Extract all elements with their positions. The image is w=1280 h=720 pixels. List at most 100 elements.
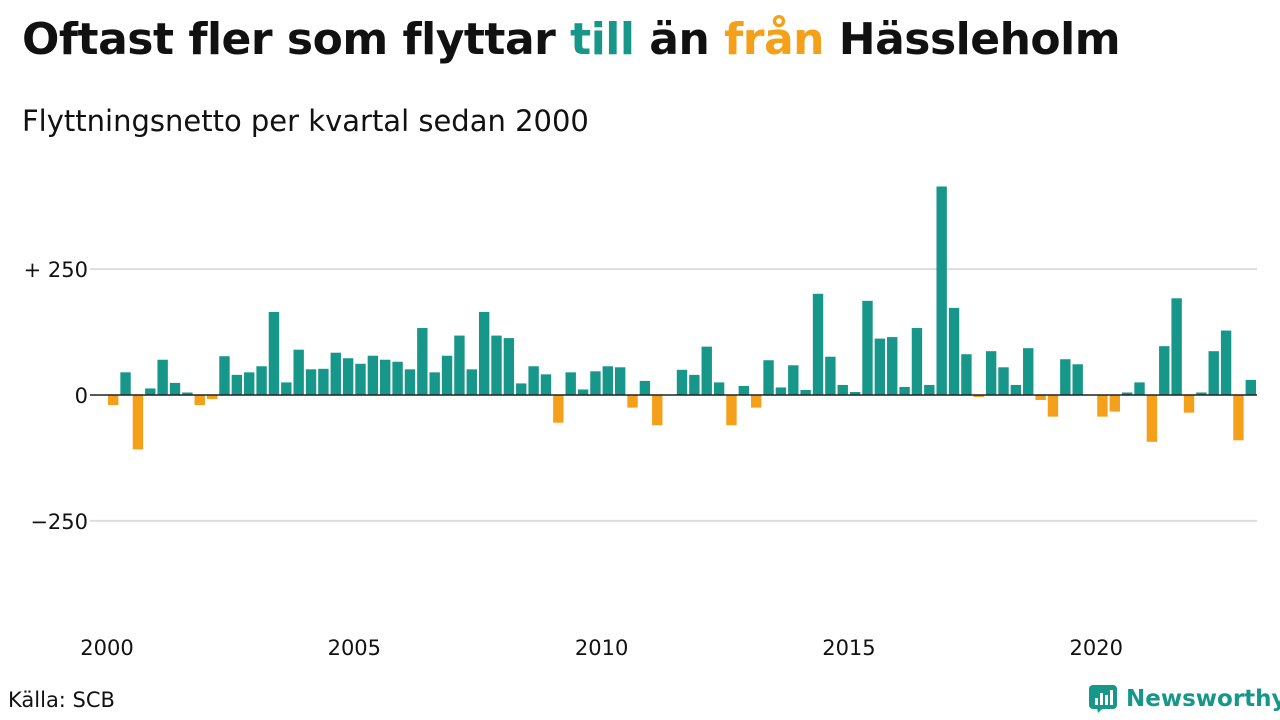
bar-2022-q1 xyxy=(1196,392,1207,395)
bar-2021-q1 xyxy=(1146,395,1158,442)
bar-2013-q2 xyxy=(763,360,774,395)
bar-2007-q4 xyxy=(491,335,502,395)
bar-2009-q2 xyxy=(565,372,576,395)
y-tick-label: + 250 xyxy=(24,258,88,282)
bar-2000-q3 xyxy=(132,395,144,450)
bar-2010-q3 xyxy=(627,395,638,408)
bar-2000-q4 xyxy=(145,388,156,395)
bar-2007-q1 xyxy=(454,335,465,395)
bar-2016-q2 xyxy=(911,328,923,395)
bar-2019-q2 xyxy=(1060,359,1071,395)
brand-logo[interactable]: Newsworthy xyxy=(1088,684,1280,714)
bar-2006-q2 xyxy=(417,328,428,395)
bar-2021-q3 xyxy=(1171,298,1182,395)
bar-2008-q2 xyxy=(516,383,527,395)
bar-2012-q2 xyxy=(713,382,725,395)
bar-2017-q3 xyxy=(973,395,984,398)
bar-2001-q3 xyxy=(182,392,193,395)
bar-2011-q3 xyxy=(676,369,688,395)
x-tick-label: 2020 xyxy=(1070,636,1123,660)
bar-2018-q4 xyxy=(1035,395,1046,401)
title-highlight-till: till xyxy=(570,14,635,65)
bar-2013-q3 xyxy=(775,387,787,395)
bar-2020-q4 xyxy=(1134,382,1145,395)
title-highlight-fran: från xyxy=(724,14,824,65)
bar-2001-q2 xyxy=(169,382,181,395)
bar-2018-q1 xyxy=(998,367,1009,395)
bars xyxy=(107,186,1257,450)
newsworthy-logo-icon xyxy=(1089,685,1117,713)
bar-2023-q1 xyxy=(1245,379,1257,395)
bar-2020-q3 xyxy=(1121,392,1133,395)
bar-2010-q4 xyxy=(639,380,651,395)
bar-2002-q4 xyxy=(244,372,255,395)
bar-2000-q2 xyxy=(120,372,131,395)
bar-2001-q4 xyxy=(194,395,205,406)
title-part-2: än xyxy=(634,14,725,65)
bar-chart: + 250 0 −250 2000 2005 2010 2015 2020 xyxy=(24,186,1257,660)
y-tick-label: 0 xyxy=(75,384,88,408)
bar-2009-q3 xyxy=(577,389,589,395)
source-label: Källa: SCB xyxy=(8,688,115,712)
x-tick-label: 2015 xyxy=(822,636,875,660)
bar-2013-q4 xyxy=(788,365,799,395)
bar-2002-q1 xyxy=(206,395,218,400)
bar-2010-q1 xyxy=(602,366,613,395)
bar-2010-q2 xyxy=(614,367,626,395)
bar-2019-q3 xyxy=(1072,364,1083,395)
x-tick-label: 2000 xyxy=(80,636,133,660)
bar-2008-q4 xyxy=(540,374,552,395)
bar-2002-q3 xyxy=(231,374,243,395)
bar-2000-q1 xyxy=(107,395,119,406)
bar-2005-q4 xyxy=(392,361,403,395)
bar-2008-q3 xyxy=(528,366,539,395)
bar-2004-q4 xyxy=(342,358,354,395)
bar-2017-q4 xyxy=(985,351,997,395)
chart-subtitle: Flyttningsnetto per kvartal sedan 2000 xyxy=(22,104,589,138)
bar-2016-q3 xyxy=(924,384,935,395)
bar-2006-q1 xyxy=(404,369,416,395)
bar-2012-q4 xyxy=(738,385,750,395)
bar-2018-q3 xyxy=(1023,348,1034,395)
bar-2013-q1 xyxy=(751,395,762,408)
bar-2014-q4 xyxy=(837,384,848,395)
bar-2011-q1 xyxy=(652,395,663,426)
bar-2016-q1 xyxy=(899,386,910,395)
bar-2003-q3 xyxy=(281,382,292,395)
x-tick-label: 2005 xyxy=(328,636,381,660)
bar-2014-q2 xyxy=(812,293,824,395)
bar-2003-q2 xyxy=(268,311,280,395)
bar-2016-q4 xyxy=(936,186,947,395)
bar-2008-q1 xyxy=(503,338,515,395)
bar-2012-q3 xyxy=(726,395,737,426)
bar-2005-q3 xyxy=(380,359,391,395)
bar-2003-q1 xyxy=(256,366,267,395)
bar-2009-q4 xyxy=(590,371,601,395)
chart-title: Oftast fler som flyttar till än från Häs… xyxy=(22,14,1121,65)
bar-2018-q2 xyxy=(1010,384,1022,395)
bar-2004-q3 xyxy=(330,352,341,395)
grid-lines xyxy=(90,268,1257,522)
bar-2007-q2 xyxy=(466,369,477,395)
brand-name: Newsworthy xyxy=(1126,686,1280,712)
bar-2015-q2 xyxy=(862,300,873,395)
bar-2014-q3 xyxy=(825,356,836,395)
bar-2021-q4 xyxy=(1183,395,1195,413)
bar-2005-q2 xyxy=(367,355,379,395)
bar-2001-q1 xyxy=(157,359,168,395)
bar-2015-q1 xyxy=(849,391,861,395)
axis-labels: + 250 0 −250 2000 2005 2010 2015 2020 xyxy=(24,258,1123,660)
bar-2017-q1 xyxy=(948,307,960,395)
bar-2003-q4 xyxy=(293,349,304,395)
bar-2007-q3 xyxy=(478,311,490,395)
bar-2020-q1 xyxy=(1097,395,1108,417)
title-part-3: Hässleholm xyxy=(823,14,1121,65)
bar-2002-q2 xyxy=(219,356,230,395)
bar-2017-q2 xyxy=(961,354,972,395)
bar-2012-q1 xyxy=(701,346,712,395)
bar-2006-q4 xyxy=(441,355,453,395)
bar-2011-q4 xyxy=(689,374,700,395)
bar-2005-q1 xyxy=(355,363,366,395)
bar-2004-q1 xyxy=(305,369,317,395)
x-tick-label: 2010 xyxy=(575,636,628,660)
